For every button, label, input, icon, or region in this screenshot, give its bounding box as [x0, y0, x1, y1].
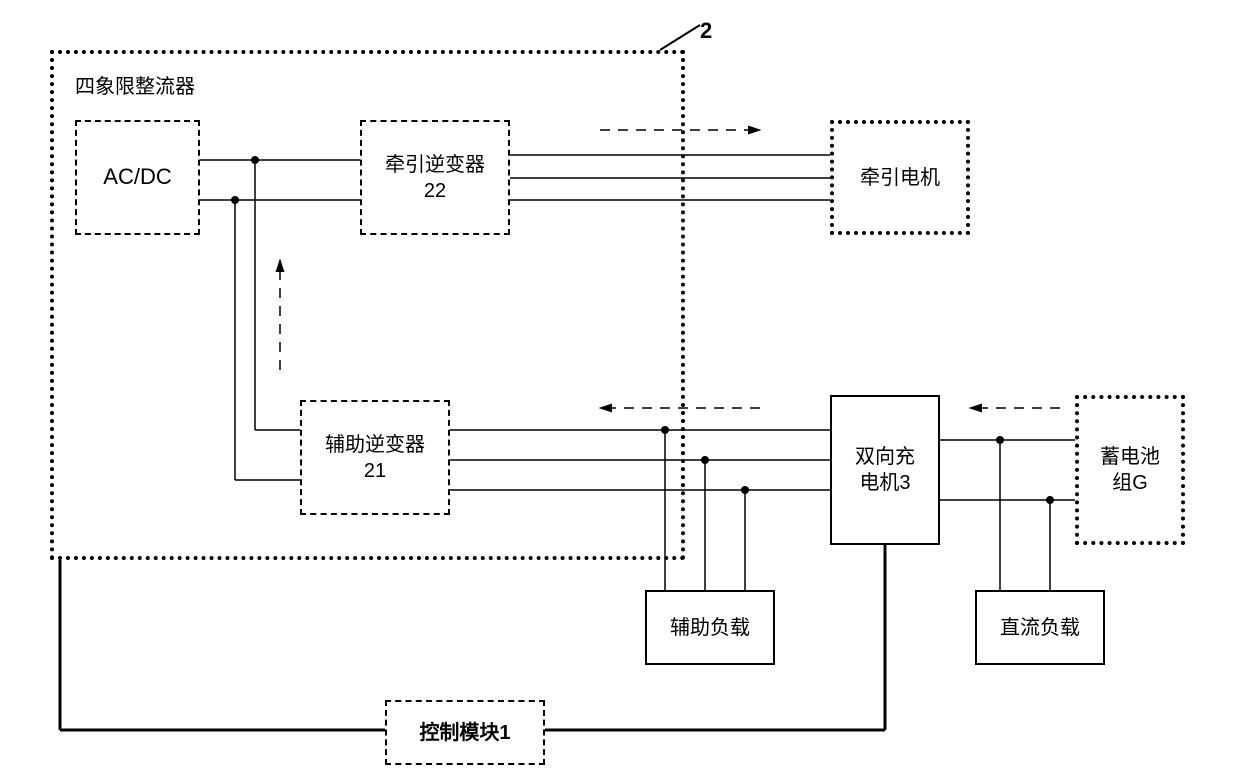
control-module-block: 控制模块1: [385, 700, 545, 765]
battery-label-2: 组G: [1112, 470, 1148, 496]
control-module-label: 控制模块1: [419, 720, 510, 746]
acdc-block: AC/DC: [75, 120, 200, 235]
traction-motor-block: 牵引电机: [830, 120, 970, 235]
charger-block: 双向充 电机3: [830, 395, 940, 545]
aux-inverter-block: 辅助逆变器 21: [300, 400, 450, 515]
aux-load-label: 辅助负载: [670, 615, 750, 641]
group-label-2: 2: [700, 18, 712, 44]
dc-load-block: 直流负载: [975, 590, 1105, 665]
traction-inverter-block: 牵引逆变器 22: [360, 120, 510, 235]
aux-inverter-number: 21: [364, 458, 386, 484]
battery-block: 蓄电池 组G: [1075, 395, 1185, 545]
traction-inverter-label: 牵引逆变器: [385, 152, 485, 178]
charger-label-2: 电机3: [859, 470, 910, 496]
charger-label-1: 双向充: [855, 444, 915, 470]
acdc-label: AC/DC: [103, 163, 171, 192]
traction-motor-label: 牵引电机: [860, 165, 940, 191]
dc-load-label: 直流负载: [1000, 615, 1080, 641]
rectifier-title: 四象限整流器: [75, 70, 195, 99]
traction-inverter-number: 22: [424, 178, 446, 204]
aux-inverter-label: 辅助逆变器: [325, 432, 425, 458]
battery-label-1: 蓄电池: [1100, 444, 1160, 470]
aux-load-block: 辅助负载: [645, 590, 775, 665]
